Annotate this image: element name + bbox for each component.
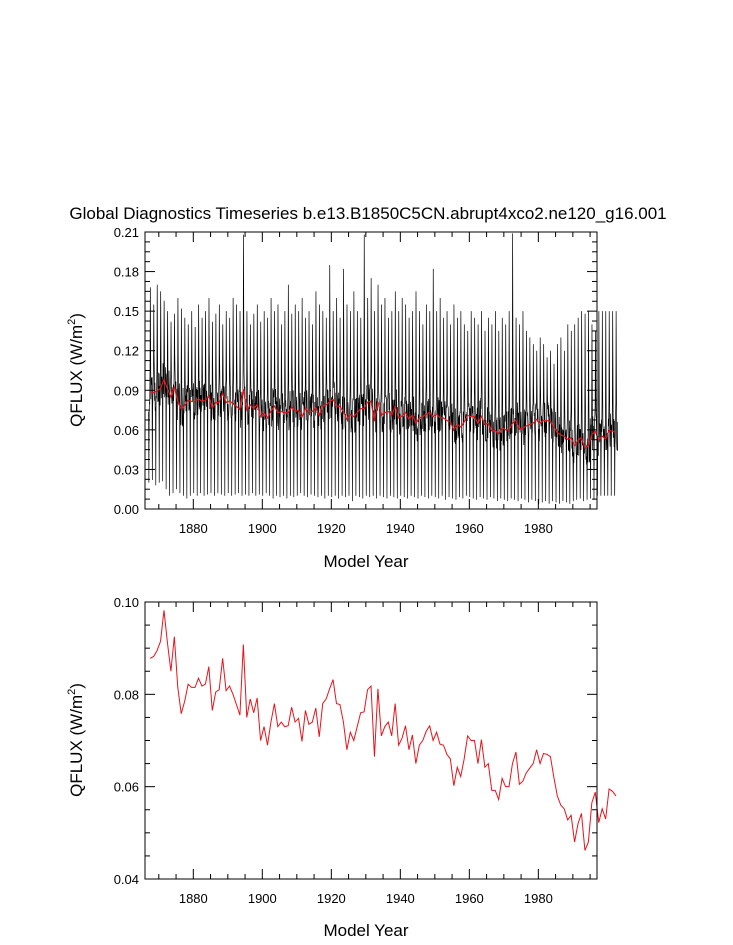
bottom-y-tick-labels: 0.04 0.06 0.08 0.10 (114, 595, 139, 887)
top-x-tick-labels: 1880 1900 1920 1940 1960 1980 (179, 521, 553, 536)
top-y-tick-labels: 0.00 0.03 0.06 0.09 0.12 0.15 0.18 0.21 (114, 225, 139, 517)
top-x-axis-label: Model Year (323, 552, 408, 571)
bottom-x-tick-label: 1920 (317, 891, 346, 906)
bottom-x-tick-labels: 1880 1900 1920 1940 1960 1980 (179, 891, 553, 906)
bottom-y-tick-label: 0.04 (114, 872, 139, 887)
bottom-annual-series (149, 610, 617, 851)
top-y-tick-label: 0.03 (114, 462, 139, 477)
top-x-tick-label: 1940 (386, 521, 415, 536)
top-x-tick-label: 1980 (524, 521, 553, 536)
top-y-tick-label: 0.21 (114, 225, 139, 240)
chart-title: Global Diagnostics Timeseries b.e13.B185… (69, 204, 666, 223)
bottom-y-axis-label: QFLUX (W/m2) (66, 683, 86, 797)
bottom-panel: 0.04 0.06 0.08 0.10 1880 1900 1920 1940 1960 198… (66, 595, 617, 940)
bottom-y-tick-label: 0.10 (114, 595, 139, 610)
top-monthly-series (148, 233, 618, 504)
bottom-x-tick-label: 1980 (524, 891, 553, 906)
top-x-tick-label: 1900 (248, 521, 277, 536)
top-y-axis-label: QFLUX (W/m2) (66, 313, 86, 427)
top-y-tick-label: 0.18 (114, 265, 139, 280)
top-panel: 0.00 0.03 0.06 0.09 0.12 0.15 0.18 0.21 1880 190… (66, 225, 618, 571)
top-y-tick-label: 0.15 (114, 304, 139, 319)
top-x-tick-label: 1880 (179, 521, 208, 536)
bottom-y-tick-label: 0.06 (114, 780, 139, 795)
top-y-tick-label: 0.06 (114, 423, 139, 438)
top-annual-series (150, 377, 617, 450)
bottom-axis-ticks (145, 601, 597, 880)
bottom-x-tick-label: 1960 (455, 891, 484, 906)
bottom-y-tick-label: 0.08 (114, 687, 139, 702)
bottom-x-axis-label: Model Year (323, 921, 408, 940)
top-x-tick-label: 1920 (317, 521, 346, 536)
top-plot-frame (144, 231, 598, 510)
monthly-line (148, 233, 618, 504)
bottom-x-tick-label: 1880 (179, 891, 208, 906)
top-y-tick-label: 0.09 (114, 383, 139, 398)
top-x-tick-label: 1960 (455, 521, 484, 536)
top-y-tick-label: 0.00 (114, 502, 139, 517)
bottom-x-tick-label: 1940 (386, 891, 415, 906)
bottom-plot-frame (144, 601, 598, 880)
top-axis-ticks (145, 231, 597, 510)
top-y-tick-label: 0.12 (114, 344, 139, 359)
bottom-x-tick-label: 1900 (248, 891, 277, 906)
